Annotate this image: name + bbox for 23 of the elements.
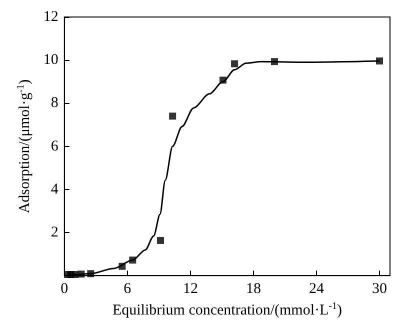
x-tick-label: 6 [124,281,132,298]
point [169,112,176,120]
point [231,60,238,68]
point [87,270,94,278]
x-tick-label: 18 [246,281,261,298]
y-tick-label: 4 [50,181,59,198]
point [78,270,85,278]
y-tick-label: 12 [43,9,58,25]
y-axis-title: Adsorption/(μmol·g-1) [16,79,33,214]
x-tick-label: 12 [182,281,198,298]
x-tick-label: 0 [60,281,68,298]
point [129,256,136,264]
y-tick-label: 10 [43,52,58,68]
point [270,58,278,66]
x-tick-label: 24 [308,281,324,298]
x-tick-label: 30 [372,281,387,298]
y-tick-label: 6 [50,138,59,154]
point [157,236,164,244]
point [220,76,226,84]
y-tick-label: 8 [50,95,58,112]
point [376,57,383,64]
point [118,262,126,270]
y-tick-label: 2 [50,224,58,240]
